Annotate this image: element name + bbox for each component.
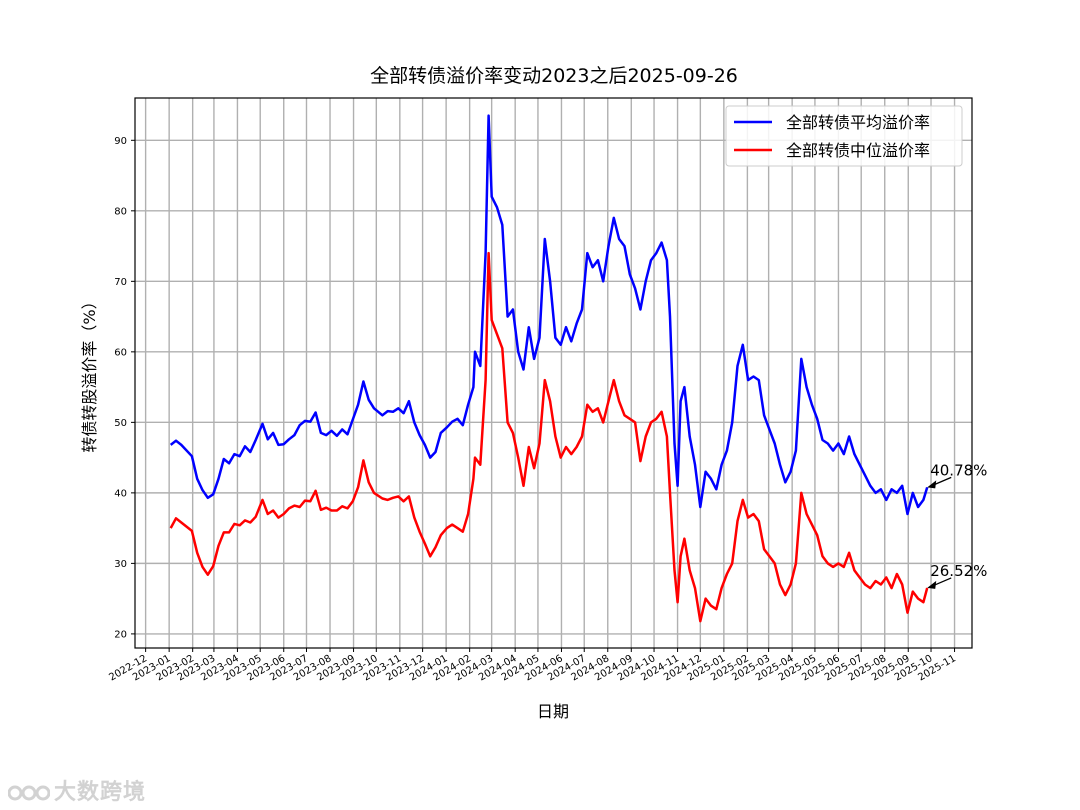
mean-premium-line — [169, 114, 929, 516]
series-layer — [169, 114, 929, 623]
watermark-logo-icon — [8, 785, 50, 801]
watermark: 大数跨境 — [8, 774, 146, 806]
median-premium-line — [169, 251, 929, 623]
x-axis-label: 日期 — [537, 702, 569, 721]
grid-lines — [135, 98, 972, 648]
annotation-label: 26.52% — [930, 562, 987, 580]
annotations: 40.78% 26.52% — [927, 461, 987, 589]
legend-box — [725, 105, 963, 167]
y-axis-label: 转债转股溢价率（%） — [80, 293, 99, 452]
x-axis-ticks: 2022-122023-012023-022023-032023-042023-… — [107, 648, 958, 683]
annotation-label: 40.78% — [930, 461, 987, 479]
y-tick-label: 60 — [114, 347, 127, 358]
y-tick-label: 30 — [114, 559, 127, 570]
chart-title: 全部转债溢价率变动2023之后2025-09-26 — [370, 65, 738, 87]
y-tick-label: 50 — [114, 418, 127, 429]
y-tick-label: 80 — [114, 206, 127, 217]
plot-frame — [134, 97, 973, 649]
annotation: 40.78% — [927, 461, 987, 489]
y-axis-ticks: 20 30 40 50 60 70 80 90 — [114, 136, 135, 640]
annotation: 26.52% — [927, 562, 987, 589]
watermark-text: 大数跨境 — [54, 780, 147, 805]
legend-label-mean: 全部转债平均溢价率 — [786, 113, 930, 132]
y-tick-label: 20 — [114, 629, 127, 640]
y-tick-label: 70 — [114, 277, 127, 288]
annotation-arrowhead — [927, 480, 937, 489]
annotation-arrowhead — [927, 580, 937, 589]
legend: 全部转债平均溢价率 全部转债中位溢价率 — [725, 105, 963, 167]
y-tick-label: 90 — [114, 136, 127, 147]
y-tick-label: 40 — [114, 488, 127, 499]
legend-label-median: 全部转债中位溢价率 — [786, 141, 930, 160]
